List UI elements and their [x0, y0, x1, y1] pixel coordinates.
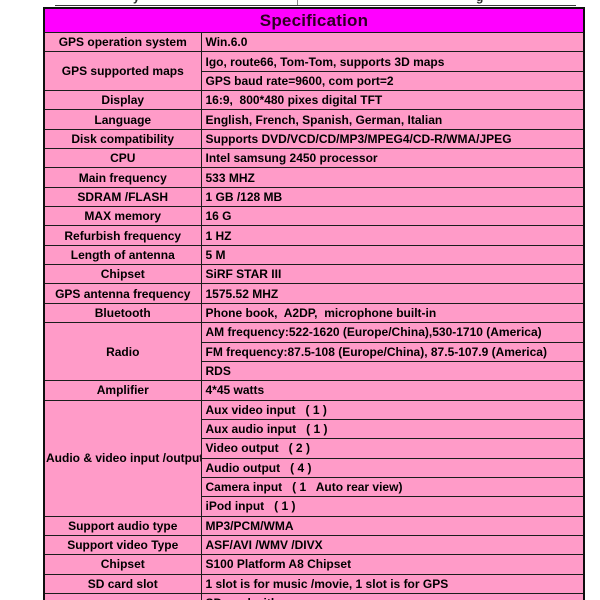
spec-value: Audio output ( 4 ): [200, 457, 585, 478]
spec-value: Supports DVD/VCD/CD/MP3/MPEG4/CD-R/WMA/J…: [200, 128, 585, 150]
spec-value: 1 GB /128 MB: [200, 186, 585, 208]
spec-label: Main frequency: [43, 167, 202, 188]
table-row: Amplifier 4*45 watts: [43, 380, 585, 401]
table-row: SDRAM /FLASH 1 GB /128 MB: [43, 186, 585, 208]
spec-value: MP3/PCM/WMA: [200, 515, 585, 536]
spec-label: Display: [43, 90, 202, 111]
table-row: Audio & video input /output Aux video inp…: [43, 399, 585, 517]
spec-value: 533 MHZ: [200, 167, 585, 188]
table-row: SD card slot 1 slot is for music /movie, …: [43, 573, 585, 594]
table-row: Display 16:9, 800*480 pixes digital TFT: [43, 90, 585, 111]
table-row: Bluetooth Phone book, A2DP, microphone bu…: [43, 302, 585, 324]
spec-value: 5 M: [200, 244, 585, 266]
spec-value: Aux video input ( 1 ): [200, 399, 585, 420]
table-row: OptionalSD card with map: [43, 592, 585, 600]
spec-value: Igo, route66, Tom-Tom, supports 3D maps: [200, 51, 585, 72]
spec-label: Language: [43, 109, 202, 130]
spec-value: 16:9, 800*480 pixes digital TFT: [200, 90, 585, 111]
spec-label: MAX memory: [43, 206, 202, 227]
spec-value: 1 HZ: [200, 225, 585, 246]
spec-value: iPod input ( 1 ): [200, 496, 585, 517]
spec-label: Optional: [43, 592, 202, 600]
spec-value: AM frequency:522-1620 (Europe/China),530…: [200, 322, 585, 343]
spec-value: 4*45 watts: [200, 380, 585, 401]
spec-value: SiRF STAR III: [200, 264, 585, 285]
spec-value: SD card with map: [200, 592, 585, 600]
table-row: MAX memory 16 G: [43, 206, 585, 227]
table-row: Support video Type ASF/AVI /WMV /DIVX: [43, 534, 585, 556]
table-row: Disk compatibility Supports DVD/VCD/CD/MP…: [43, 128, 585, 150]
table-row: Chipset S100 Platform A8 Chipset: [43, 554, 585, 575]
table-row: GPS supported maps Igo, route66, Tom-Tom,…: [43, 51, 585, 92]
spec-label: SDRAM /FLASH: [43, 186, 202, 208]
table-row: CPU Intel samsung 2450 processor: [43, 148, 585, 169]
table-row: Main frequency 533 MHZ: [43, 167, 585, 188]
spec-label: CPU: [43, 148, 202, 169]
table-row: GPS operation system Win.6.0: [43, 31, 585, 53]
spec-label: SD card slot: [43, 573, 202, 594]
table-row: Radio AM frequency:522-1620 (Europe/China…: [43, 322, 585, 382]
spec-value: Video output ( 2 ): [200, 438, 585, 459]
spec-value: 16 G: [200, 206, 585, 227]
spec-label: Audio & video input /output: [43, 399, 202, 517]
spec-label: Amplifier: [43, 380, 202, 401]
table-title: Specification: [43, 7, 585, 33]
table-row: Support audio type MP3/PCM/WMA: [43, 515, 585, 536]
table-row: Language English, French, Spanish, German…: [43, 109, 585, 130]
table-row: Audio output ( 4 ): [44, 457, 585, 478]
spec-label: GPS antenna frequency: [43, 283, 202, 304]
spec-label: Support audio type: [43, 515, 202, 536]
spec-value: Win.6.0: [200, 31, 585, 53]
spec-value: FM frequency:87.5-108 (Europe/China), 87…: [200, 341, 585, 362]
spec-label: Disk compatibility: [43, 128, 202, 150]
spec-label: Length of antenna: [43, 244, 202, 266]
spec-rows: GPS operation system Win.6.0 GPS supported…: [43, 31, 585, 600]
spec-value: Aux audio input ( 1 ): [200, 418, 585, 440]
spec-label: Bluetooth: [43, 302, 202, 324]
spec-label: Refurbish frequency: [43, 225, 202, 246]
table-row: GPS baud rate=9600, com port=2: [44, 70, 585, 92]
table-row: RDS: [44, 360, 585, 382]
spec-value: ASF/AVI /WMV /DIVX: [200, 534, 585, 556]
table-row: Chipset SiRF STAR III: [43, 264, 585, 285]
spec-value: Intel samsung 2450 processor: [200, 148, 585, 169]
spec-value: S100 Platform A8 Chipset: [200, 554, 585, 575]
table-row: Length of antenna 5 M: [43, 244, 585, 266]
table-row: Aux audio input ( 1 ): [44, 418, 585, 440]
table-row: Refurbish frequency 1 HZ: [43, 225, 585, 246]
spec-label: Chipset: [43, 554, 202, 575]
spec-label: Chipset: [43, 264, 202, 285]
table-row: Video output ( 2 ): [44, 438, 585, 459]
spec-value: 1 slot is for music /movie, 1 slot is fo…: [200, 573, 585, 594]
cropped-text-right: g: [476, 0, 483, 4]
spec-value: GPS baud rate=9600, com port=2: [200, 70, 585, 92]
spec-label: GPS supported maps: [43, 51, 202, 92]
table-row: FM frequency:87.5-108 (Europe/China), 87…: [44, 341, 585, 362]
cropped-row-remnant: y g: [55, 0, 576, 6]
spec-value: English, French, Spanish, German, Italia…: [200, 109, 585, 130]
specification-table: Specification GPS operation system Win.6.…: [43, 7, 585, 600]
cropped-column-divider: [297, 0, 298, 5]
table-row: GPS antenna frequency 1575.52 MHZ: [43, 283, 585, 304]
spec-label: Support video Type: [43, 534, 202, 556]
spec-label: Radio: [43, 322, 202, 382]
spec-value: RDS: [200, 360, 585, 382]
spec-label: GPS operation system: [43, 31, 202, 53]
table-header-row: Specification: [43, 7, 585, 33]
cropped-text-left: y: [133, 0, 140, 4]
spec-value: Phone book, A2DP, microphone built-in: [200, 302, 585, 324]
table-row: Camera input ( 1 Auto rear view): [44, 476, 585, 498]
spec-value: Camera input ( 1 Auto rear view): [200, 476, 585, 498]
spec-value: 1575.52 MHZ: [200, 283, 585, 304]
